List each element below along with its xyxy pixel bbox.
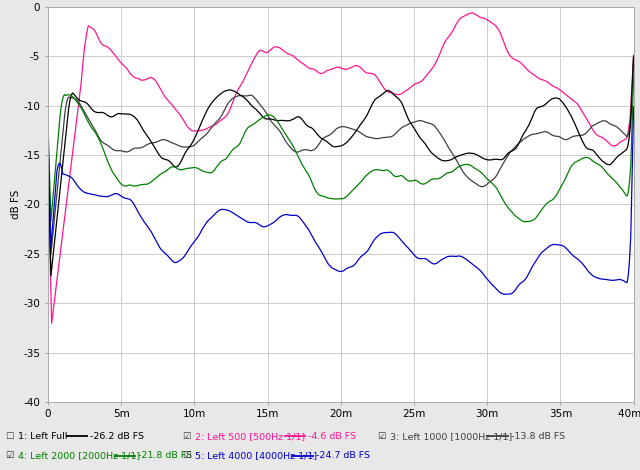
Text: 1: Left Full: 1: Left Full <box>18 431 67 441</box>
Y-axis label: dB FS: dB FS <box>11 190 20 219</box>
Text: 5: Left 4000 [4000Hz 1/1]: 5: Left 4000 [4000Hz 1/1] <box>195 451 317 461</box>
Text: -21.8 dB FS: -21.8 dB FS <box>138 451 192 461</box>
Text: ☑: ☑ <box>182 431 191 441</box>
Text: ☐: ☐ <box>5 431 13 441</box>
Text: ☑: ☑ <box>378 431 386 441</box>
Text: -4.6 dB FS: -4.6 dB FS <box>308 431 356 441</box>
Text: ☑: ☑ <box>5 451 13 461</box>
Text: 4: Left 2000 [2000Hz 1/1]: 4: Left 2000 [2000Hz 1/1] <box>18 451 140 461</box>
Text: -13.8 dB FS: -13.8 dB FS <box>511 431 565 441</box>
Text: 2: Left 500 [500Hz 1/1]: 2: Left 500 [500Hz 1/1] <box>195 431 305 441</box>
Text: ☑: ☑ <box>182 451 191 461</box>
Text: -26.2 dB FS: -26.2 dB FS <box>90 431 144 441</box>
Text: -24.7 dB FS: -24.7 dB FS <box>316 451 369 461</box>
Text: 3: Left 1000 [1000Hz 1/1]: 3: Left 1000 [1000Hz 1/1] <box>390 431 513 441</box>
